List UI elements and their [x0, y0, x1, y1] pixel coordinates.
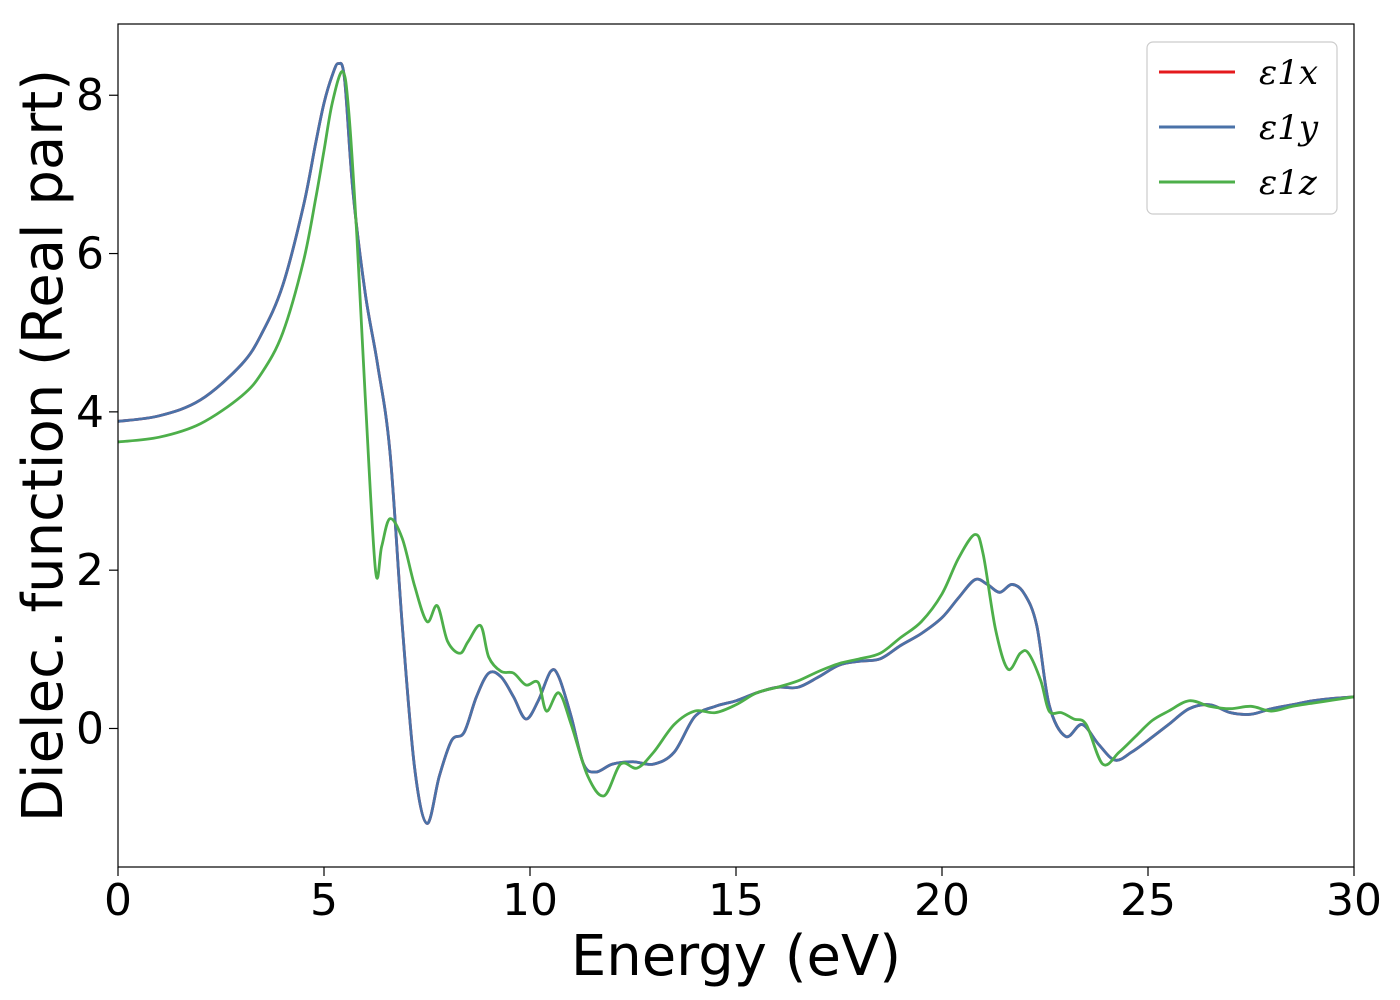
- x-tick-label: 5: [310, 875, 338, 926]
- x-tick-label: 0: [104, 875, 132, 926]
- y-axis-ticks: 0 2 4 6 8: [76, 70, 118, 754]
- series-line-3: [118, 70, 1354, 798]
- legend: ε1x ε1y ε1z: [1146, 41, 1338, 215]
- y-axis-title: Dielec. function (Real part): [11, 69, 76, 822]
- legend-label-2: ε1y: [1259, 108, 1319, 148]
- y-tick-label: 2: [76, 545, 104, 596]
- x-tick-label: 10: [502, 875, 558, 926]
- legend-label-3: ε1z: [1259, 163, 1318, 203]
- x-axis-ticks: 0 5 10 15 20 25 30: [104, 867, 1382, 926]
- x-tick-label: 30: [1326, 875, 1382, 926]
- x-tick-label: 25: [1120, 875, 1176, 926]
- legend-box: [1146, 41, 1338, 215]
- y-tick-label: 4: [76, 387, 104, 438]
- y-tick-label: 6: [76, 229, 104, 280]
- x-axis-title: Energy (eV): [571, 924, 901, 989]
- y-tick-label: 0: [76, 703, 104, 754]
- legend-label-1: ε1x: [1259, 53, 1318, 93]
- x-tick-label: 20: [914, 875, 970, 926]
- y-tick-label: 8: [76, 70, 104, 121]
- x-tick-label: 15: [708, 875, 764, 926]
- plot-series: [118, 61, 1354, 825]
